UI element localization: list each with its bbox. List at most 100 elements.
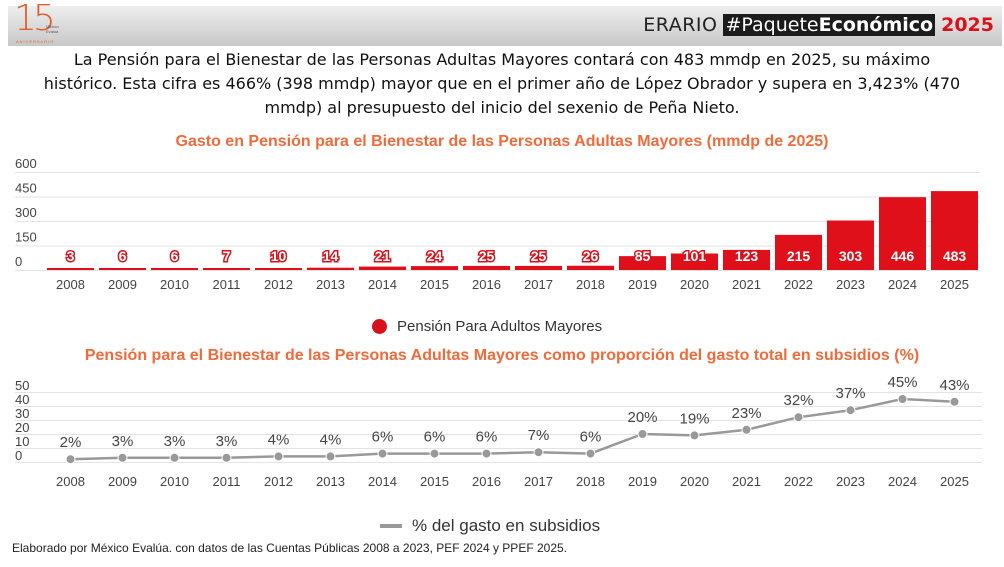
line-point-2023 [845, 405, 856, 416]
bar-x-tick-label: 2024 [888, 277, 917, 292]
bar-2011 [203, 268, 250, 270]
line-x-tick-label: 2017 [524, 474, 553, 489]
line-x-tick-label: 2019 [628, 474, 657, 489]
line-legend-swatch-icon [380, 524, 402, 528]
line-x-tick-label: 2013 [316, 474, 345, 489]
bar-value-label: 215 [787, 248, 811, 264]
line-y-tick-label: 20 [15, 420, 29, 435]
line-point-2009 [117, 452, 128, 463]
bar-x-tick-label: 2022 [784, 277, 813, 292]
bar-value-label: 25 [531, 248, 547, 264]
bar-chart-title: Gasto en Pensión para el Bienestar de la… [175, 133, 829, 150]
line-value-label: 6% [424, 429, 446, 446]
bar-value-label: 85 [635, 248, 651, 264]
line-value-label: 20% [627, 409, 657, 426]
bar-2015 [411, 266, 458, 270]
line-value-label: 37% [835, 385, 865, 402]
bar-x-tick-label: 2015 [420, 277, 449, 292]
line-point-2011 [221, 452, 232, 463]
bar-2013 [307, 267, 354, 270]
line-series-path [70, 397, 955, 461]
bar-2014 [359, 266, 406, 270]
line-value-label: 19% [679, 410, 709, 427]
bar-value-label: 3 [67, 248, 75, 264]
bar-2023 [827, 220, 874, 270]
bar-2009 [99, 268, 146, 270]
bar-2012 [255, 268, 302, 270]
line-x-tick-label: 2021 [732, 474, 761, 489]
line-point-2008 [65, 454, 76, 465]
bar-x-tick-label: 2012 [264, 277, 293, 292]
line-point-2013 [325, 451, 336, 462]
line-y-tick-label: 10 [15, 434, 29, 449]
line-x-tick-label: 2025 [940, 474, 969, 489]
line-point-2012 [273, 451, 284, 462]
line-value-label: 6% [372, 429, 394, 446]
bar-x-tick-label: 2016 [472, 277, 501, 292]
bar-x-tick-label: 2014 [368, 277, 397, 292]
bar-2021 [723, 249, 770, 270]
line-point-2025 [949, 396, 960, 407]
bar-value-label: 24 [427, 248, 443, 264]
bar-2025 [931, 191, 978, 270]
bar-value-label: 101 [683, 248, 707, 264]
bar-x-tick-label: 2008 [56, 277, 85, 292]
bar-x-tick-label: 2011 [213, 277, 241, 292]
bar-x-tick-label: 2010 [160, 277, 189, 292]
bar-x-tick-label: 2020 [680, 277, 709, 292]
line-legend-label: % del gasto en subsidios [412, 516, 601, 535]
line-point-2018 [585, 448, 596, 459]
line-point-2010 [169, 452, 180, 463]
bar-legend: Pensión Para Adultos Mayores [372, 318, 602, 335]
bar-legend-dot-icon [372, 319, 387, 334]
line-legend: % del gasto en subsidios [380, 516, 600, 536]
line-value-label: 4% [320, 431, 342, 448]
line-value-label: 3% [112, 433, 134, 450]
bar-2008 [47, 268, 94, 270]
bar-2010 [151, 268, 198, 270]
bar-2019 [619, 256, 666, 270]
line-x-tick-label: 2008 [56, 474, 85, 489]
line-point-2014 [377, 448, 388, 459]
bar-value-label: 10 [271, 248, 287, 264]
bar-legend-label: Pensión Para Adultos Mayores [397, 318, 603, 335]
headline: La Pensión para el Bienestar de las Pers… [43, 50, 961, 117]
brand-tag-light: #Paquete [725, 14, 819, 36]
line-x-tick-label: 2010 [160, 474, 189, 489]
bar-x-tick-label: 2018 [576, 277, 605, 292]
bar-x-tick-label: 2009 [108, 277, 137, 292]
line-value-label: 4% [268, 431, 290, 448]
bar-y-tick-label: 450 [15, 181, 37, 196]
line-point-2015 [429, 448, 440, 459]
line-x-tick-label: 2016 [472, 474, 501, 489]
brand-hashtag: #PaqueteEconómico [723, 14, 936, 36]
bar-value-label: 303 [839, 248, 863, 264]
line-value-label: 7% [528, 427, 550, 444]
line-x-tick-label: 2020 [680, 474, 709, 489]
line-value-label: 43% [939, 377, 969, 394]
bar-y-tick-label: 300 [15, 205, 37, 220]
source-footer: Elaborado por México Evalúa. con datos d… [12, 541, 568, 555]
bar-y-tick-label: 600 [15, 156, 37, 171]
brand-year: 2025 [941, 14, 994, 36]
logo-number: 15 [14, 0, 56, 39]
line-x-tick-label: 2023 [836, 474, 865, 489]
line-y-tick-label: 50 [15, 378, 29, 393]
logo-org: México Evalúa [46, 24, 59, 34]
bar-x-tick-label: 2023 [836, 277, 865, 292]
line-y-tick-label: 30 [15, 406, 29, 421]
bar-2017 [515, 265, 562, 270]
bar-2022 [775, 234, 822, 270]
bar-value-label: 14 [323, 248, 339, 264]
bar-x-tick-label: 2013 [316, 277, 345, 292]
bar-value-label: 6 [119, 248, 127, 264]
bar-2018 [567, 265, 614, 270]
line-y-tick-label: 40 [15, 392, 29, 407]
line-point-2019 [637, 429, 648, 439]
bar-value-label: 26 [583, 248, 599, 264]
line-x-tick-label: 2024 [888, 474, 917, 489]
bar-value-label: 6 [171, 248, 179, 264]
bar-x-tick-label: 2019 [628, 277, 657, 292]
line-x-tick-label: 2015 [420, 474, 449, 489]
